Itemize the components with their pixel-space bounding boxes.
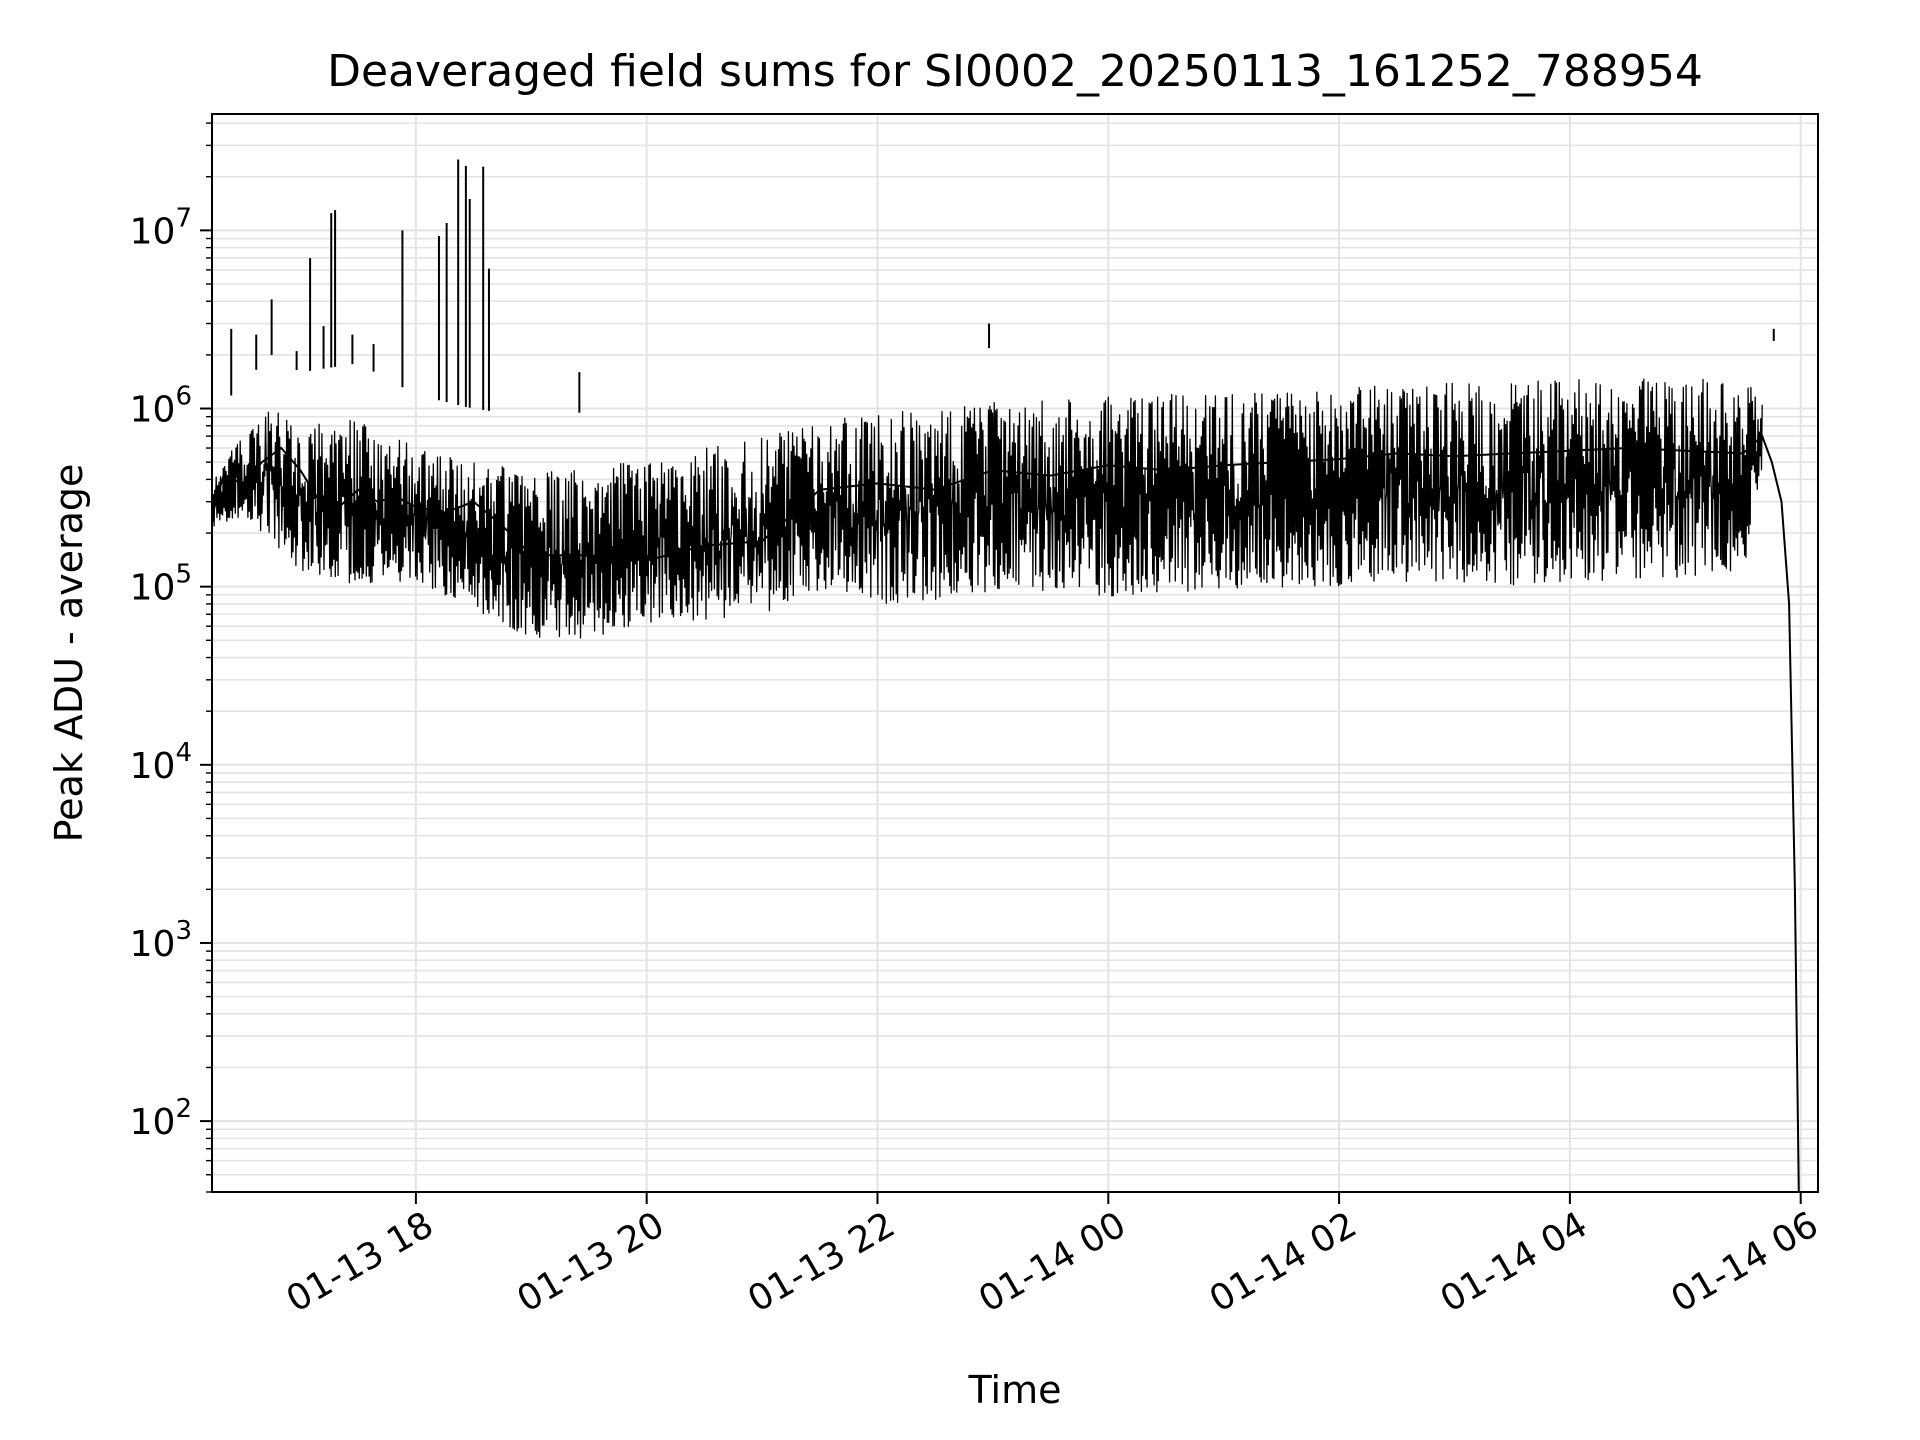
y-tick-label: 106: [130, 382, 192, 431]
x-axis-label: Time: [968, 1368, 1062, 1412]
y-tick-label: 105: [130, 560, 192, 609]
plot-area: [211, 159, 1800, 1193]
y-tick-label: 107: [130, 203, 192, 252]
y-axis-label: Peak ADU - average: [47, 464, 91, 843]
plot-frame: [211, 113, 1819, 1193]
y-tick-label: 102: [130, 1094, 192, 1143]
chart-title: Deaveraged field sums for SI0002_2025011…: [327, 46, 1703, 97]
y-tick-label: 103: [130, 916, 192, 965]
y-tick-label: 104: [130, 738, 192, 787]
series-line: [211, 434, 1800, 1193]
series-noise-line: [211, 378, 1763, 639]
